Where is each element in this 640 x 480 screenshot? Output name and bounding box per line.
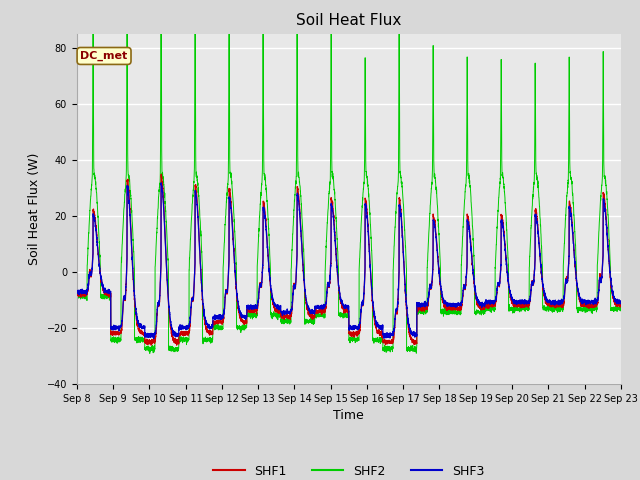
SHF2 bbox=[525, 307, 532, 312]
SHF1 bbox=[157, 171, 165, 177]
SHF2 bbox=[398, 185, 406, 191]
X-axis label: Time: Time bbox=[333, 409, 364, 422]
SHF3 bbox=[499, 222, 506, 228]
SHF1 bbox=[186, 324, 194, 330]
SHF1 bbox=[147, 342, 155, 348]
SHF1 bbox=[539, 284, 547, 290]
SHF1 bbox=[398, 228, 406, 234]
Legend: SHF1, SHF2, SHF3: SHF1, SHF2, SHF3 bbox=[209, 460, 489, 480]
Line: SHF3: SHF3 bbox=[77, 183, 621, 338]
SHF3 bbox=[73, 290, 81, 296]
Title: Soil Heat Flux: Soil Heat Flux bbox=[296, 13, 401, 28]
SHF1 bbox=[617, 302, 625, 308]
SHF2 bbox=[146, 350, 154, 356]
SHF2 bbox=[539, 305, 547, 311]
SHF1 bbox=[499, 215, 506, 221]
Y-axis label: Soil Heat Flux (W): Soil Heat Flux (W) bbox=[28, 153, 41, 265]
SHF2 bbox=[369, 338, 377, 344]
SHF3 bbox=[157, 180, 165, 186]
SHF2 bbox=[73, 296, 81, 301]
SHF1 bbox=[73, 292, 81, 298]
SHF3 bbox=[398, 232, 406, 238]
SHF3 bbox=[525, 298, 532, 304]
SHF3 bbox=[150, 336, 157, 341]
SHF2 bbox=[499, 173, 506, 179]
SHF3 bbox=[186, 319, 194, 325]
Line: SHF2: SHF2 bbox=[77, 0, 621, 353]
Line: SHF1: SHF1 bbox=[77, 174, 621, 345]
Text: DC_met: DC_met bbox=[81, 51, 127, 61]
SHF3 bbox=[369, 302, 377, 308]
SHF2 bbox=[186, 249, 194, 255]
SHF1 bbox=[369, 304, 377, 310]
SHF1 bbox=[525, 301, 532, 307]
SHF2 bbox=[617, 304, 625, 310]
SHF3 bbox=[617, 299, 625, 304]
SHF3 bbox=[539, 281, 547, 287]
